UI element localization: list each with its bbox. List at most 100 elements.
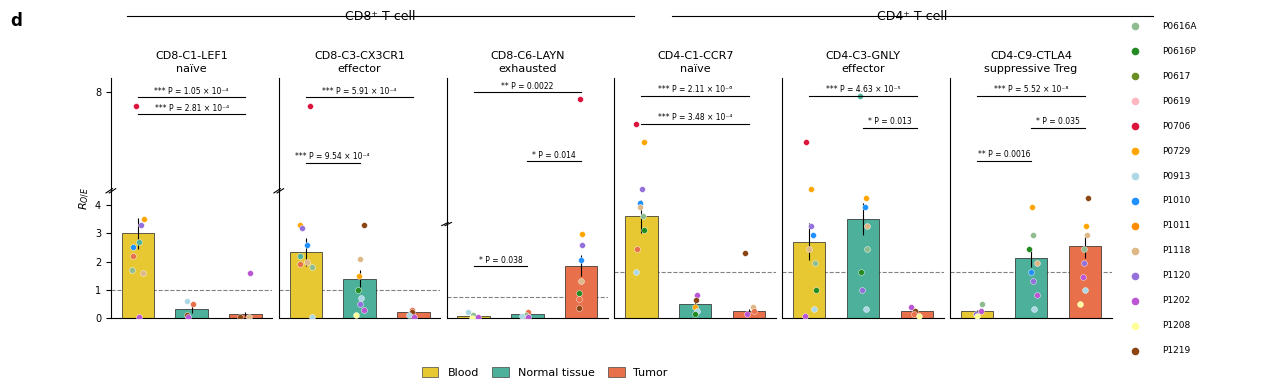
Point	[626, 269, 646, 275]
Text: *** P = 3.48 × 10⁻⁴: *** P = 3.48 × 10⁻⁴	[658, 113, 732, 121]
Point	[908, 313, 929, 319]
Point	[123, 244, 143, 251]
Point	[687, 308, 707, 314]
Point	[296, 258, 317, 265]
Bar	[960, 311, 993, 318]
Point	[290, 261, 310, 267]
Point	[516, 312, 536, 318]
Point	[291, 225, 312, 231]
Point	[462, 315, 483, 321]
Text: P0617: P0617	[1163, 72, 1191, 81]
Point	[1074, 287, 1095, 293]
Point	[903, 310, 924, 317]
Point	[972, 301, 992, 307]
Point	[122, 267, 142, 273]
Point	[855, 204, 875, 210]
Title: CD4-C3-GNLY
effector: CD4-C3-GNLY effector	[826, 51, 901, 74]
Point	[627, 246, 647, 252]
Bar	[679, 304, 712, 318]
Point	[630, 204, 650, 210]
Point	[1074, 260, 1095, 266]
Point	[796, 139, 816, 146]
Title: CD8-C3-CX3CR1
effector: CD8-C3-CX3CR1 effector	[314, 51, 405, 74]
Point	[302, 314, 322, 320]
Text: ** P = 0.0022: ** P = 0.0022	[502, 82, 554, 91]
Text: * P = 0.013: * P = 0.013	[868, 117, 912, 126]
Point	[177, 312, 198, 319]
Point	[685, 296, 706, 303]
Point	[851, 269, 872, 275]
Point	[569, 296, 589, 302]
Point	[1022, 204, 1043, 210]
Point	[464, 312, 484, 318]
Point	[742, 303, 763, 310]
Point	[1069, 301, 1090, 307]
Point	[300, 103, 321, 109]
Title: CD8-C1-LEF1
naïve: CD8-C1-LEF1 naïve	[156, 51, 228, 74]
Point	[129, 239, 150, 245]
Text: P1219: P1219	[1163, 346, 1191, 355]
Bar	[1069, 246, 1101, 318]
Bar	[793, 242, 825, 318]
Title: CD4-C9-CTLA4
suppressive Treg: CD4-C9-CTLA4 suppressive Treg	[984, 51, 1078, 74]
Point	[805, 260, 825, 266]
Point	[125, 103, 146, 109]
Title: CD8-C6-LAYN
exhausted: CD8-C6-LAYN exhausted	[490, 51, 565, 74]
Point	[806, 287, 826, 293]
Text: P1118: P1118	[1163, 246, 1191, 255]
Point	[182, 301, 203, 307]
Point	[1028, 292, 1048, 298]
Point	[569, 290, 589, 296]
Point	[632, 185, 653, 192]
Point	[687, 292, 707, 298]
Point	[289, 222, 309, 228]
Point	[123, 253, 143, 259]
Point	[1022, 232, 1043, 238]
Point	[630, 199, 650, 206]
Bar	[289, 252, 322, 318]
Point	[457, 309, 478, 315]
Point	[570, 256, 590, 263]
Point	[626, 121, 646, 127]
Bar	[846, 219, 879, 318]
Point	[353, 307, 374, 313]
Bar	[343, 279, 375, 318]
Point	[351, 295, 371, 301]
Text: *** P = 9.54 × 10⁻⁴: *** P = 9.54 × 10⁻⁴	[295, 152, 370, 161]
Point	[350, 301, 370, 307]
Point	[129, 314, 150, 320]
Bar	[175, 309, 208, 318]
Point	[1026, 260, 1047, 266]
Point	[1022, 278, 1043, 284]
Text: P1120: P1120	[1163, 271, 1191, 280]
Point	[858, 246, 878, 252]
Text: P1208: P1208	[1163, 321, 1191, 330]
Point	[856, 223, 877, 229]
Point	[634, 227, 654, 233]
Point	[353, 222, 374, 228]
Point	[799, 246, 820, 252]
Point	[402, 309, 422, 315]
Point	[468, 314, 488, 320]
Point	[346, 312, 366, 319]
Point	[856, 306, 877, 312]
Point	[348, 273, 369, 279]
Point	[850, 93, 870, 99]
Point	[176, 298, 196, 304]
Point	[238, 314, 258, 320]
Point	[512, 313, 532, 319]
Point	[744, 308, 764, 314]
Point	[796, 313, 816, 319]
Bar	[732, 311, 765, 318]
Bar	[457, 317, 489, 318]
Bar	[1015, 258, 1047, 318]
Bar	[398, 312, 430, 318]
Point	[571, 231, 592, 237]
Point	[632, 213, 653, 220]
Point	[735, 250, 755, 256]
Point	[231, 314, 251, 320]
Bar	[512, 314, 544, 318]
Text: P0729: P0729	[1163, 147, 1191, 156]
Bar	[626, 217, 658, 318]
Point	[1021, 269, 1041, 275]
